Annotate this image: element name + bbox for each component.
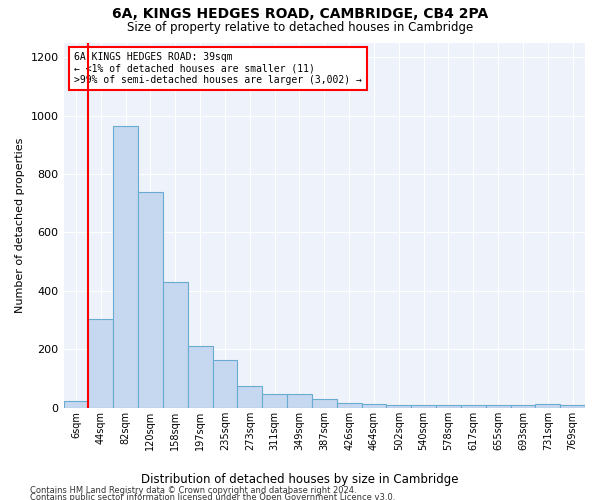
- Bar: [337, 402, 362, 408]
- Bar: [362, 404, 386, 408]
- Bar: [188, 346, 212, 408]
- Bar: [511, 405, 535, 408]
- Bar: [535, 404, 560, 408]
- Bar: [64, 400, 88, 408]
- Text: 6A, KINGS HEDGES ROAD, CAMBRIDGE, CB4 2PA: 6A, KINGS HEDGES ROAD, CAMBRIDGE, CB4 2P…: [112, 8, 488, 22]
- Bar: [411, 405, 436, 408]
- Bar: [212, 360, 238, 408]
- Text: Distribution of detached houses by size in Cambridge: Distribution of detached houses by size …: [141, 472, 459, 486]
- Bar: [560, 405, 585, 408]
- Bar: [287, 394, 312, 408]
- Bar: [436, 405, 461, 408]
- Text: Contains public sector information licensed under the Open Government Licence v3: Contains public sector information licen…: [30, 494, 395, 500]
- Bar: [262, 394, 287, 408]
- Bar: [312, 399, 337, 408]
- Bar: [138, 192, 163, 408]
- Bar: [485, 405, 511, 408]
- Bar: [386, 405, 411, 408]
- Bar: [238, 386, 262, 408]
- Bar: [163, 282, 188, 408]
- Bar: [88, 318, 113, 408]
- Bar: [113, 126, 138, 408]
- Text: 6A KINGS HEDGES ROAD: 39sqm
← <1% of detached houses are smaller (11)
>99% of se: 6A KINGS HEDGES ROAD: 39sqm ← <1% of det…: [74, 52, 362, 85]
- Text: Contains HM Land Registry data © Crown copyright and database right 2024.: Contains HM Land Registry data © Crown c…: [30, 486, 356, 495]
- Text: Size of property relative to detached houses in Cambridge: Size of property relative to detached ho…: [127, 21, 473, 34]
- Y-axis label: Number of detached properties: Number of detached properties: [15, 138, 25, 313]
- Bar: [461, 405, 485, 408]
